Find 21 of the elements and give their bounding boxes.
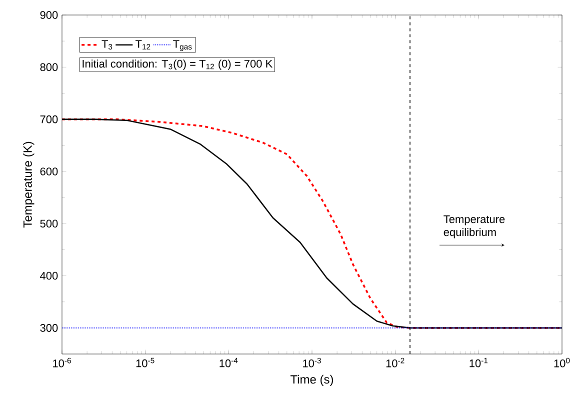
y-tick-label: 700 [40,115,58,124]
legend-label: T$_{3}$ [102,40,112,50]
x-tick-label: 10$^{-2}$ [386,358,404,368]
y-tick-label: 800 [40,63,58,72]
x-tick-label: 10$^{-4}$ [220,358,238,368]
x-tick-label: 10$^{-6}$ [53,358,71,368]
y-tick-label: 600 [40,168,58,176]
x-tick-label: 10$^{0}$ [554,358,570,368]
y-tick-label: 500 [40,220,58,228]
x-tick-label: 10$^{-1}$ [470,358,488,368]
x-axis-title: Time (s) [290,374,334,386]
y-tick-label: 900 [40,11,58,19]
legend-label: T$_{gas}$ [173,40,192,52]
annotation: Initial condition: T$_{3}$(0) = T$_{12}$ (0) = 700 K [82,60,272,70]
x-tick-label: 10$^{-3}$ [303,358,321,368]
annotation: Temperature equilibrium [444,215,505,238]
y-axis-title: Temperature (K) [23,142,34,228]
y-tick-label: 400 [40,272,58,280]
x-tick-label: 10$^{-5}$ [136,358,154,368]
y-tick-label: 300 [40,324,58,332]
legend-label: T$_{12}$ [136,40,150,50]
